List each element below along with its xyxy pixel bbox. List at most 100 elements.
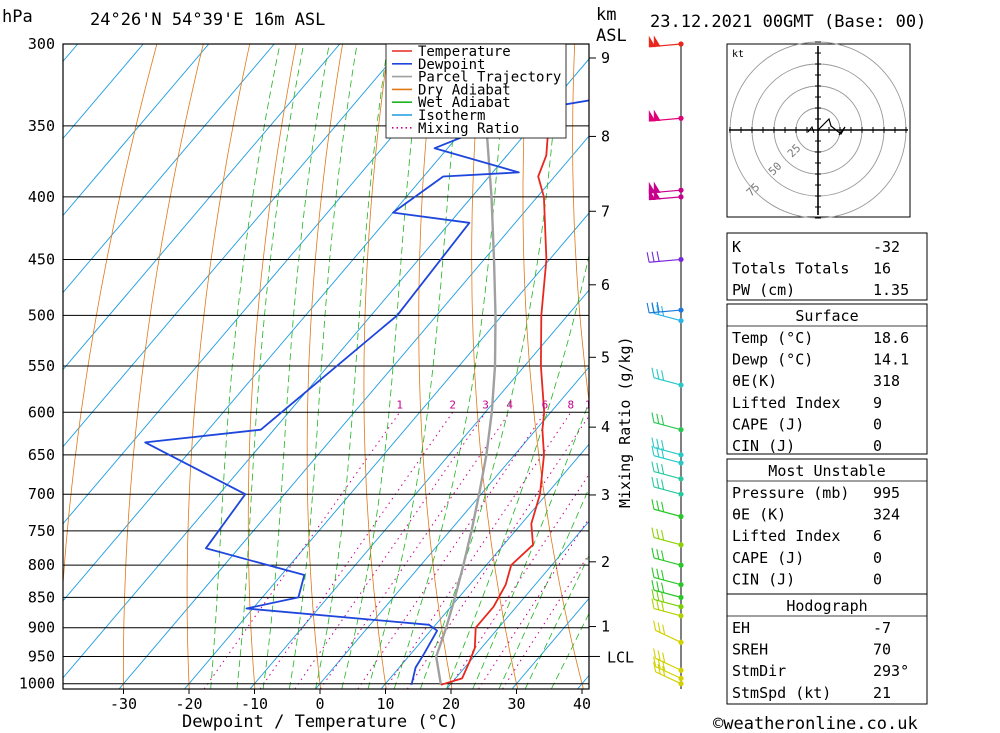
wind-barb xyxy=(651,527,684,548)
index-value: -32 xyxy=(873,238,900,256)
legend-box xyxy=(385,43,567,139)
wind-barb xyxy=(648,181,684,194)
index-label: Totals Totals xyxy=(732,260,849,278)
index-value: 0 xyxy=(873,570,882,588)
height-tick-label: 9 xyxy=(601,49,610,67)
height-tick-label: 7 xyxy=(601,202,610,220)
indices-rows: K -32 Totals Totals 16 PW (cm) 1.35 Temp (°C) 1… xyxy=(732,238,909,702)
location-title: 24°26'N 54°39'E 16m ASL xyxy=(90,10,325,30)
index-label: StmDir xyxy=(732,662,786,680)
mixing-ratio-line xyxy=(294,412,487,689)
wind-barb xyxy=(651,547,684,568)
wind-barb xyxy=(651,567,684,588)
hodograph-trace-arrow xyxy=(807,125,815,134)
dry-adiabat-line xyxy=(572,44,589,405)
index-value: 9 xyxy=(873,394,882,412)
index-value: 18.6 xyxy=(873,329,909,347)
mixing-ratio-line xyxy=(478,517,589,689)
dry-adiabat-line xyxy=(63,44,158,590)
wind-barb xyxy=(646,301,684,314)
mixing-ratio-line xyxy=(319,412,511,689)
mixing-ratio-label: 3 xyxy=(482,398,489,411)
asl-unit-label: ASL xyxy=(596,26,627,46)
pressure-tick-label: 300 xyxy=(28,35,55,53)
isotherm-line xyxy=(380,443,589,689)
wind-barb xyxy=(651,303,684,324)
wind-barb xyxy=(651,499,684,520)
wet-adiabat-line xyxy=(262,44,330,689)
parcel-trajectory-line xyxy=(435,44,497,685)
wind-barb xyxy=(653,656,684,681)
wet-adiabat-line xyxy=(446,253,589,689)
temperature-profile xyxy=(440,44,561,686)
pressure-tick-label: 850 xyxy=(28,588,55,606)
height-tick-label: 6 xyxy=(601,276,610,294)
height-tick-label: 1 xyxy=(601,618,610,636)
mixing-ratio-line xyxy=(406,415,589,689)
mixing-ratio-label: 8 xyxy=(568,398,575,411)
index-label: SREH xyxy=(732,641,768,659)
pressure-tick-labels: 300 350 400 450 500 550 600 650 700 750 800 850 900 9… xyxy=(19,35,55,693)
mixing-ratio-label: 4 xyxy=(506,398,513,411)
index-label: PW (cm) xyxy=(732,281,795,299)
pressure-tick-label: 750 xyxy=(28,522,55,540)
isotherm-line xyxy=(446,520,589,689)
dry-adiabat-line xyxy=(621,44,715,689)
mixing-ratio-labels: 1 2 3 4 6 8 10 15 20 25 xyxy=(396,398,598,411)
dry-adiabat-line xyxy=(418,44,453,689)
mixing-ratio-line xyxy=(384,412,572,689)
index-value: 14.1 xyxy=(873,351,909,369)
temperature-tick-label: 10 xyxy=(376,695,394,713)
index-value: 293° xyxy=(873,662,909,680)
pressure-tick-label: 450 xyxy=(28,250,55,268)
index-label: StmSpd (kt) xyxy=(732,684,831,702)
index-label: EH xyxy=(732,619,750,637)
height-axis: 1 2 3 4 5 6 7 8 9 LCL xyxy=(589,49,634,666)
datetime-title: 23.12.2021 00GMT (Base: 00) xyxy=(650,12,926,32)
index-label: Temp (°C) xyxy=(732,329,813,347)
isotherm-line xyxy=(63,44,275,294)
legend-entry: Dewpoint xyxy=(418,57,485,73)
index-value: 0 xyxy=(873,415,882,433)
index-value: 318 xyxy=(873,372,900,390)
index-label: CIN (J) xyxy=(732,570,795,588)
wet-adiabat-line xyxy=(341,44,424,689)
index-label: Pressure (mb) xyxy=(732,484,849,502)
pressure-tick-label: 550 xyxy=(28,357,55,375)
mixing-ratio-line xyxy=(357,412,546,689)
wind-barb xyxy=(653,661,684,687)
index-value: 1.35 xyxy=(873,281,909,299)
dry-adiabat-line xyxy=(186,44,251,689)
dry-adiabat-line xyxy=(247,44,297,689)
wind-barb xyxy=(648,35,684,48)
dry-adiabat-line xyxy=(992,44,1000,689)
temperature-tick-label: 40 xyxy=(573,695,591,713)
index-value: 324 xyxy=(873,506,900,524)
temperature-tick-label: -30 xyxy=(110,695,137,713)
index-value: 21 xyxy=(873,684,891,702)
wind-barb xyxy=(653,620,684,645)
wet-adiabat-line xyxy=(472,401,589,689)
temperature-tick-label: 20 xyxy=(442,695,460,713)
mixing-ratio-label: 10 xyxy=(585,398,598,411)
temperature-tick-label: -20 xyxy=(175,695,202,713)
wet-adiabat-line xyxy=(236,44,305,689)
index-label: CAPE (J) xyxy=(732,415,804,433)
unstable-title: Most Unstable xyxy=(768,462,885,480)
dry-adiabat-line xyxy=(946,44,1000,689)
pressure-tick-label: 1000 xyxy=(19,675,55,693)
wind-barb xyxy=(651,580,684,600)
index-value: 995 xyxy=(873,484,900,502)
wet-adiabat-line xyxy=(210,44,281,689)
temperature-tick-label: -10 xyxy=(241,695,268,713)
index-value: 16 xyxy=(873,260,891,278)
indices-panel: Surface Most Unstable Hodograph K -32 Tota… xyxy=(726,232,928,705)
hodograph-table-title: Hodograph xyxy=(786,597,867,615)
mixing-ratio-lines xyxy=(203,412,589,689)
wet-adiabat-line xyxy=(315,44,389,689)
index-label: CIN (J) xyxy=(732,437,795,455)
wind-barb xyxy=(651,598,684,619)
indices-table-surface xyxy=(726,303,928,455)
index-label: θE(K) xyxy=(732,372,777,390)
